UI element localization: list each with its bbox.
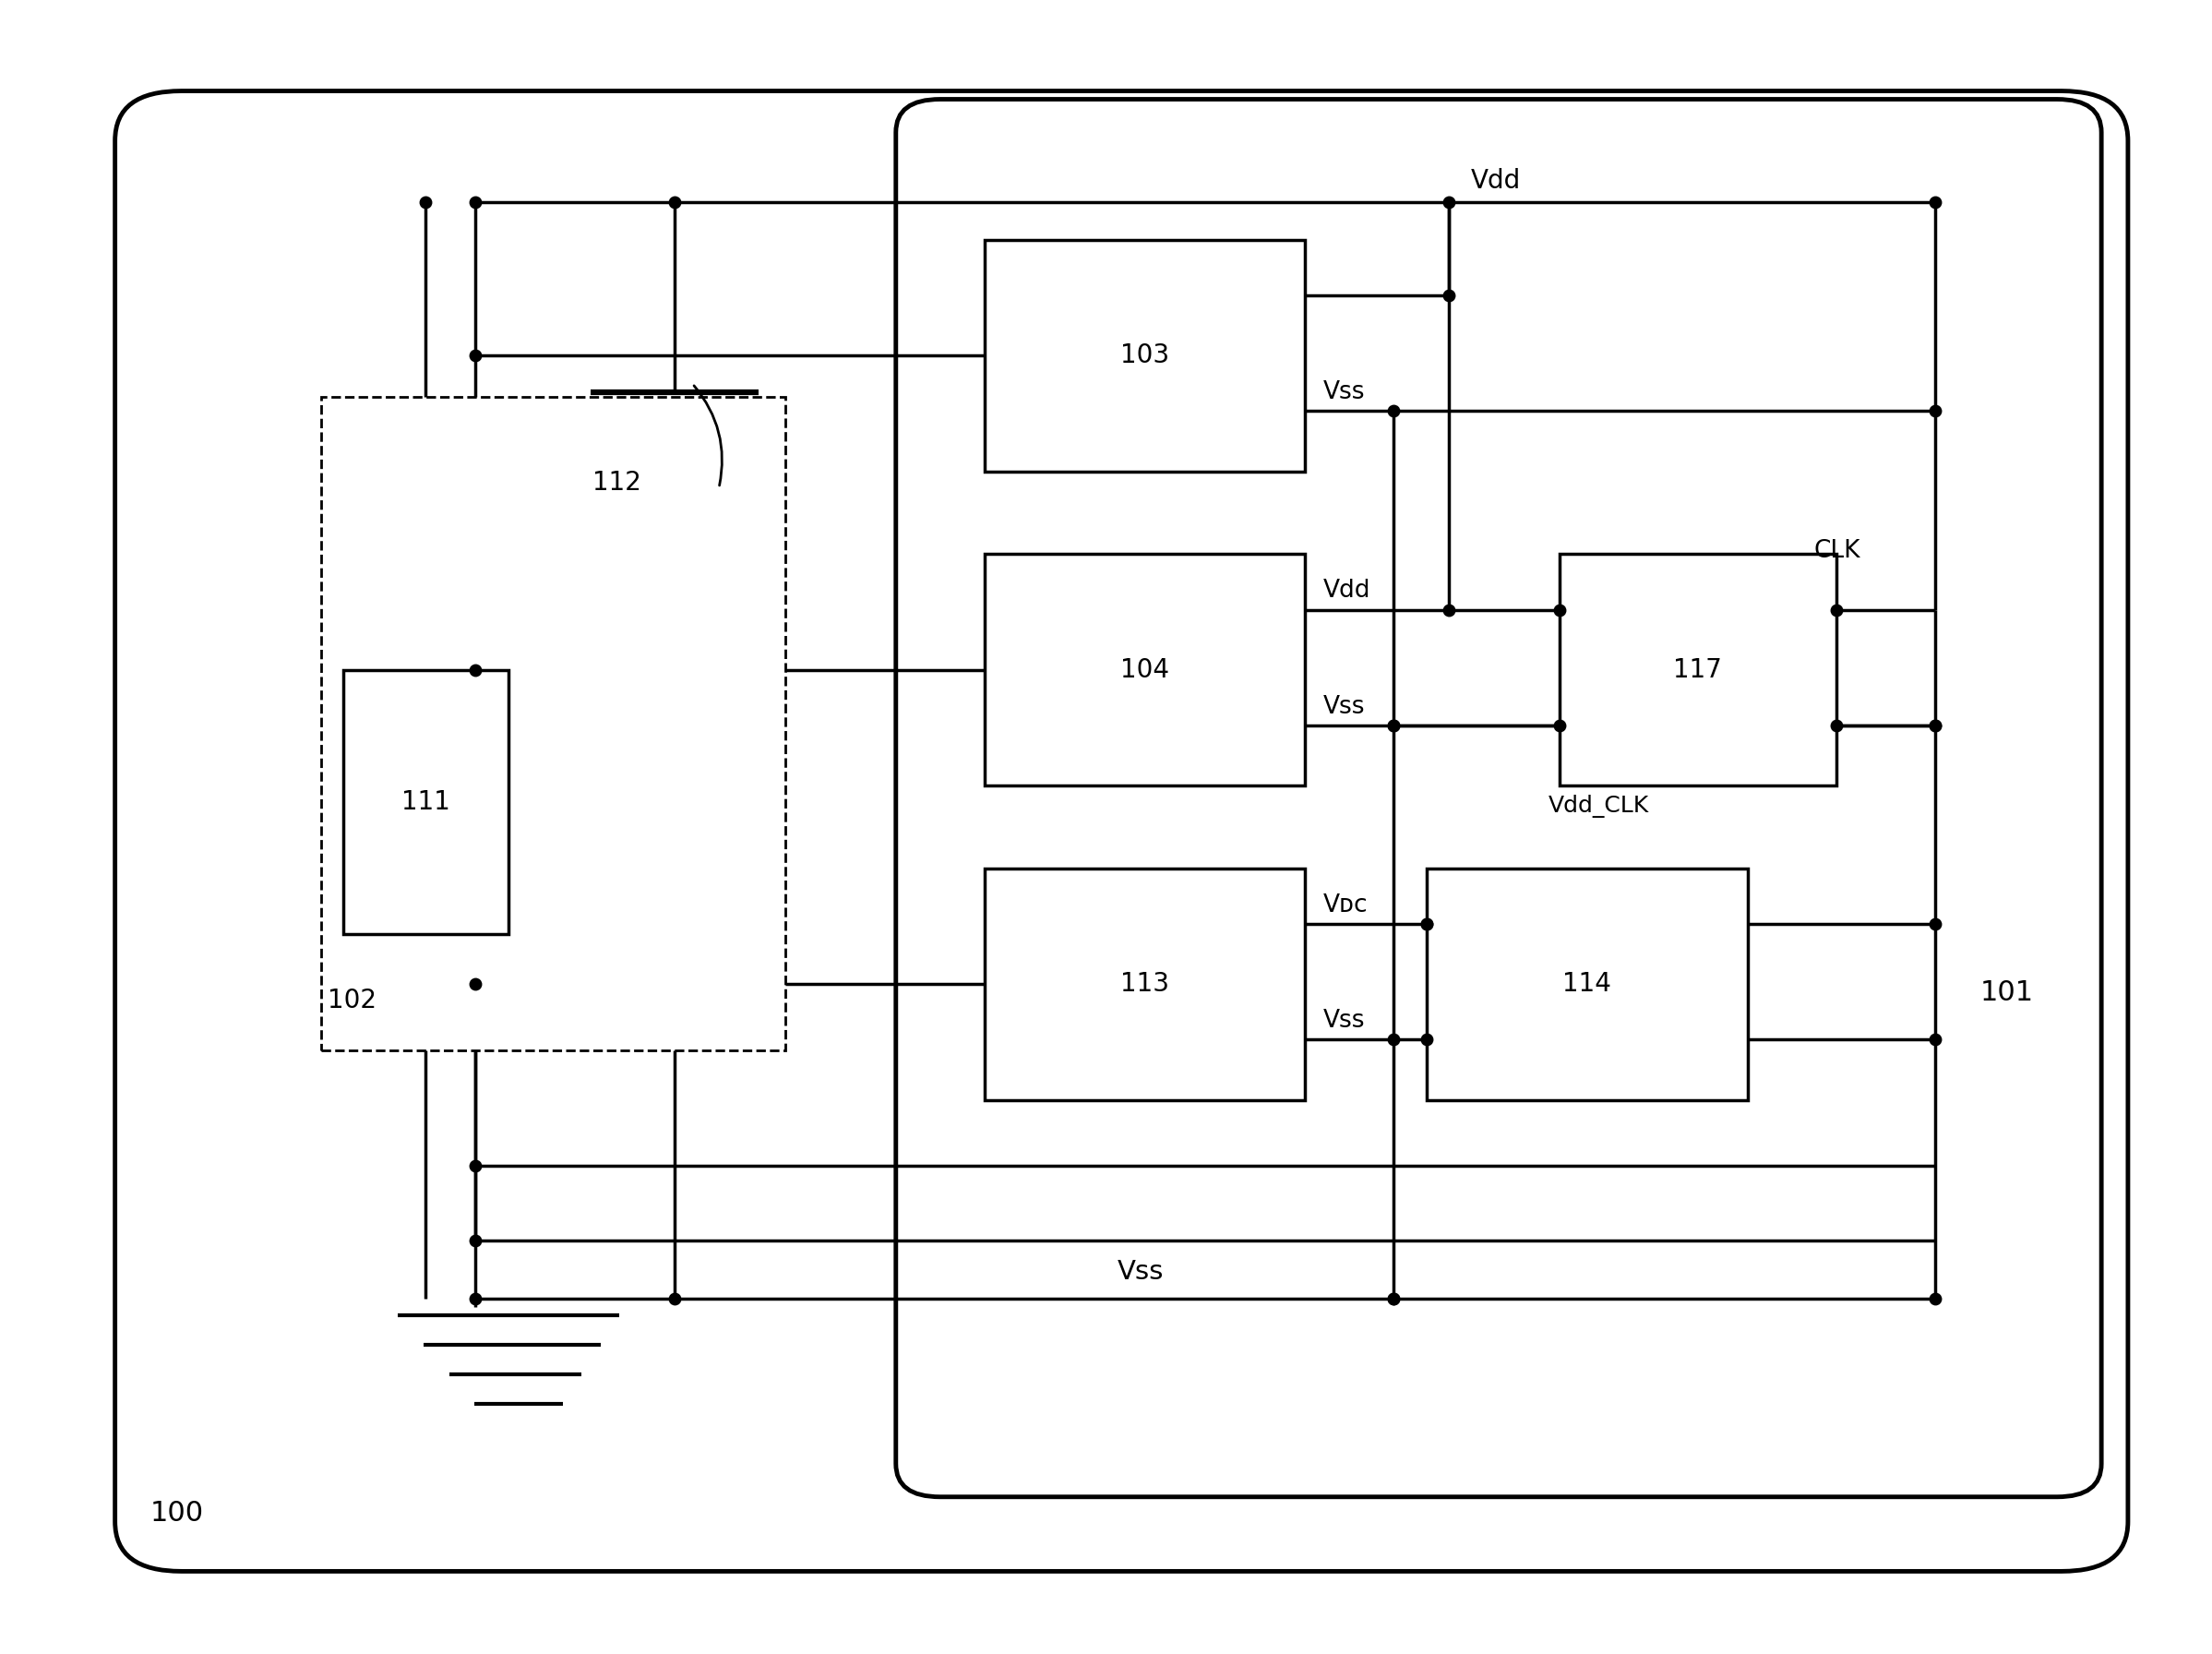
Text: Vᴅᴄ: Vᴅᴄ bbox=[1323, 893, 1367, 918]
Text: Vss: Vss bbox=[1323, 695, 1365, 719]
Text: Vss: Vss bbox=[1117, 1259, 1164, 1285]
Text: Vdd_CLK: Vdd_CLK bbox=[1548, 796, 1650, 819]
FancyBboxPatch shape bbox=[896, 99, 2101, 1497]
Text: 113: 113 bbox=[1119, 971, 1170, 997]
Text: 101: 101 bbox=[1980, 979, 2033, 1006]
Text: 114: 114 bbox=[1562, 971, 1613, 997]
Text: 112: 112 bbox=[593, 470, 641, 496]
Text: 100: 100 bbox=[150, 1500, 204, 1527]
Text: Vss: Vss bbox=[1323, 1009, 1365, 1034]
Text: CLK: CLK bbox=[1814, 539, 1860, 564]
Polygon shape bbox=[343, 670, 509, 935]
Text: 103: 103 bbox=[1119, 342, 1170, 369]
Polygon shape bbox=[984, 554, 1305, 786]
Text: 117: 117 bbox=[1672, 657, 1723, 683]
Text: Vdd: Vdd bbox=[1323, 579, 1369, 604]
FancyBboxPatch shape bbox=[115, 91, 2128, 1571]
Text: 111: 111 bbox=[400, 789, 451, 815]
Text: 104: 104 bbox=[1119, 657, 1170, 683]
Text: 102: 102 bbox=[327, 987, 376, 1014]
Text: Vdd: Vdd bbox=[1471, 167, 1522, 194]
Polygon shape bbox=[1559, 554, 1836, 786]
Polygon shape bbox=[984, 868, 1305, 1100]
Polygon shape bbox=[984, 240, 1305, 471]
Polygon shape bbox=[321, 397, 785, 1050]
Polygon shape bbox=[1427, 868, 1747, 1100]
Text: Vss: Vss bbox=[1323, 380, 1365, 405]
